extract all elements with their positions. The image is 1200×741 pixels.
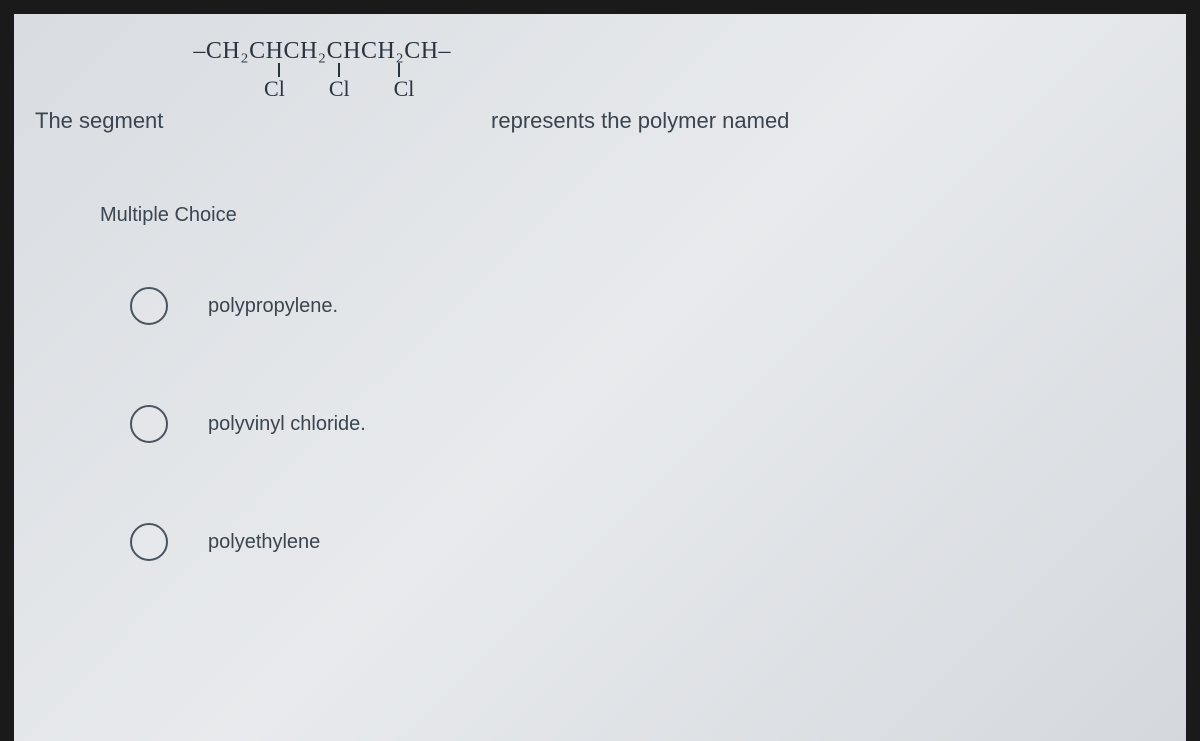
formula-bond-lines	[227, 63, 451, 77]
option-label: polyvinyl chloride.	[208, 413, 366, 436]
formula-main-chain: –CH₂CHCH₂CHCH₂CH–	[193, 38, 451, 65]
radio-icon	[130, 405, 168, 443]
multiple-choice-label: Multiple Choice	[100, 204, 1170, 227]
help-link[interactable]: Help	[1143, 0, 1180, 13]
option-label: polypropylene.	[208, 295, 338, 318]
question-content: Help The segment –CH₂CHCH₂CHCH₂CH– Cl Cl…	[0, 0, 1200, 741]
bond-line	[278, 63, 280, 77]
cl-label: Cl	[264, 76, 285, 102]
represents-text: represents the polymer named	[491, 38, 789, 134]
cl-label: Cl	[329, 76, 350, 102]
segment-label-text: The segment	[30, 38, 163, 134]
question-stem: The segment –CH₂CHCH₂CHCH₂CH– Cl Cl Cl r…	[30, 38, 1170, 134]
option-polyethylene[interactable]: polyethylene	[130, 523, 1170, 561]
chemical-formula: –CH₂CHCH₂CHCH₂CH– Cl Cl Cl	[193, 38, 451, 102]
formula-substituents: Cl Cl Cl	[227, 76, 451, 102]
option-label: polyethylene	[208, 531, 320, 554]
radio-icon	[130, 523, 168, 561]
bond-line	[338, 63, 340, 77]
option-polyvinyl-chloride[interactable]: polyvinyl chloride.	[130, 405, 1170, 443]
radio-icon	[130, 287, 168, 325]
bond-line	[398, 63, 400, 77]
options-list: polypropylene. polyvinyl chloride. polye…	[130, 287, 1170, 561]
option-polypropylene[interactable]: polypropylene.	[130, 287, 1170, 325]
cl-label: Cl	[394, 76, 415, 102]
